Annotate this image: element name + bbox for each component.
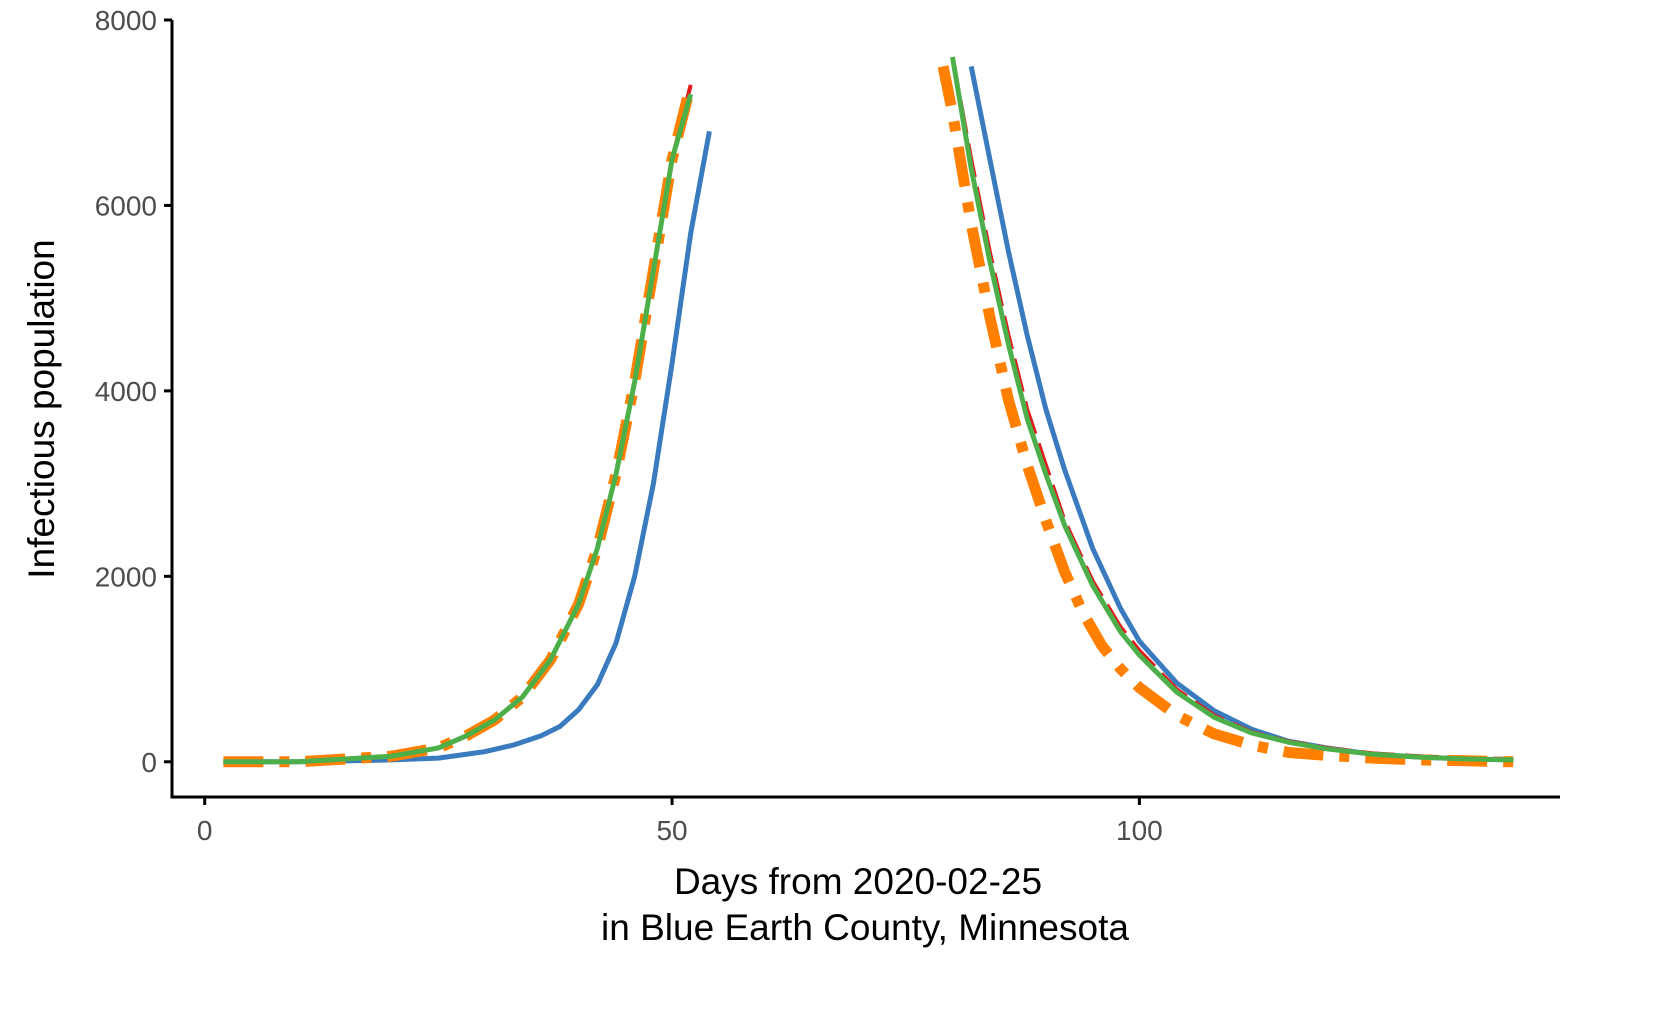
- y-tick-label: 4000: [95, 376, 157, 407]
- series-0-line-segment-0: [223, 130, 712, 765]
- series-3-line-segment-1: [950, 56, 1514, 763]
- y-axis-title: Infectious population: [21, 239, 62, 578]
- series-2-line-segment-1: [937, 65, 1514, 768]
- x-tick-label: 0: [197, 815, 213, 846]
- series-2-line-segment-0: [223, 83, 697, 768]
- ticks-layer: 0 2000 4000 6000 8000 0 50 100: [95, 5, 1163, 846]
- y-tick-label: 2000: [95, 561, 157, 592]
- series-0-line-segment-1: [968, 65, 1514, 763]
- y-tick-label: 0: [141, 747, 157, 778]
- series-1-line-segment-1: [950, 56, 1514, 761]
- x-tick-label: 50: [656, 815, 687, 846]
- y-tick-label: 8000: [95, 5, 157, 36]
- y-tick-label: 6000: [95, 190, 157, 221]
- x-axis-title-line-1: Days from 2020-02-25: [674, 861, 1042, 902]
- series-1-line-segment-0: [223, 84, 693, 764]
- series-layer: [223, 56, 1514, 768]
- axes-layer: [170, 20, 1560, 799]
- x-axis-title-line-2: in Blue Earth County, Minnesota: [601, 907, 1129, 948]
- x-tick-label: 100: [1116, 815, 1163, 846]
- series-3-line-segment-0: [223, 93, 694, 765]
